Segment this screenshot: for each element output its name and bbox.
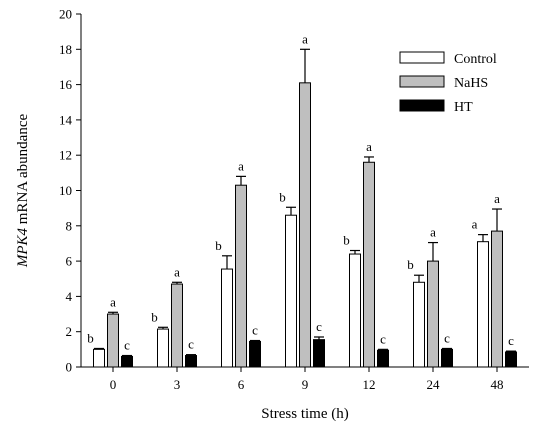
bar-control — [93, 348, 105, 368]
bar-ht — [313, 339, 325, 368]
bar-control — [413, 281, 425, 368]
y-tick-label: 18 — [59, 42, 72, 57]
significance-label: a — [366, 139, 372, 154]
legend-swatch-ht — [399, 99, 445, 112]
y-tick-label: 6 — [66, 254, 73, 269]
significance-label: a — [494, 191, 500, 206]
significance-label: a — [472, 217, 478, 232]
legend-swatch-control — [399, 51, 445, 64]
y-axis-title-rest: mRNA abundance — [15, 114, 31, 228]
bar-ht — [249, 340, 261, 368]
legend-swatch-nahs — [399, 75, 445, 88]
y-tick-label: 20 — [59, 7, 72, 22]
significance-label: b — [279, 189, 286, 204]
significance-label: b — [151, 309, 158, 324]
bar-ht — [185, 355, 197, 368]
significance-label: c — [444, 330, 450, 345]
bar-nahs — [363, 161, 375, 368]
significance-label: c — [380, 331, 386, 346]
bar-control — [349, 253, 361, 368]
bar-control — [221, 268, 233, 368]
significance-label: c — [252, 323, 258, 338]
y-tick-label: 0 — [66, 360, 73, 375]
significance-label: b — [87, 330, 94, 345]
significance-label: a — [430, 225, 436, 240]
y-axis-title-gene: MPK4 — [15, 227, 31, 268]
plot-area: 024681012141618200bac3bac6bac9bac12bac24… — [59, 7, 529, 392]
bar-ht — [121, 355, 133, 368]
significance-label: a — [302, 31, 308, 46]
bar-control — [477, 241, 489, 368]
y-tick-label: 12 — [59, 148, 72, 163]
significance-label: c — [124, 338, 130, 353]
y-tick-label: 4 — [66, 289, 73, 304]
significance-label: a — [238, 158, 244, 173]
bar-ht — [441, 348, 453, 368]
x-tick-label: 3 — [174, 377, 181, 392]
bar-nahs — [235, 184, 247, 368]
y-tick-label: 10 — [59, 183, 72, 198]
y-tick-label: 8 — [66, 218, 73, 233]
significance-label: b — [215, 238, 222, 253]
bar-nahs — [107, 313, 119, 368]
bar-nahs — [491, 230, 503, 368]
significance-label: c — [316, 319, 322, 334]
bar-ht — [377, 349, 389, 368]
bar-nahs — [299, 82, 311, 368]
legend-label-nahs: NaHS — [454, 76, 488, 91]
significance-label: a — [174, 264, 180, 279]
legend-label-control: Control — [454, 52, 497, 67]
y-tick-label: 16 — [59, 77, 73, 92]
x-tick-label: 24 — [427, 377, 441, 392]
x-tick-label: 12 — [363, 377, 376, 392]
bar-control — [157, 328, 169, 368]
significance-label: c — [508, 333, 514, 348]
y-axis-title: MPK4 mRNA abundance — [15, 114, 31, 269]
x-tick-label: 9 — [302, 377, 309, 392]
legend-label-ht: HT — [454, 100, 473, 115]
legend: Control NaHS HT — [399, 51, 497, 115]
x-tick-label: 0 — [110, 377, 117, 392]
y-tick-label: 2 — [66, 324, 73, 339]
y-tick-label: 14 — [59, 112, 73, 127]
x-tick-label: 6 — [238, 377, 245, 392]
significance-label: b — [343, 233, 350, 248]
significance-label: b — [407, 257, 414, 272]
x-tick-label: 48 — [491, 377, 504, 392]
bar-control — [285, 214, 297, 368]
significance-label: a — [110, 294, 116, 309]
bar-nahs — [171, 283, 183, 368]
bar-ht — [505, 351, 517, 368]
x-axis-title: Stress time (h) — [261, 406, 349, 422]
bar-nahs — [427, 260, 439, 368]
significance-label: c — [188, 337, 194, 352]
